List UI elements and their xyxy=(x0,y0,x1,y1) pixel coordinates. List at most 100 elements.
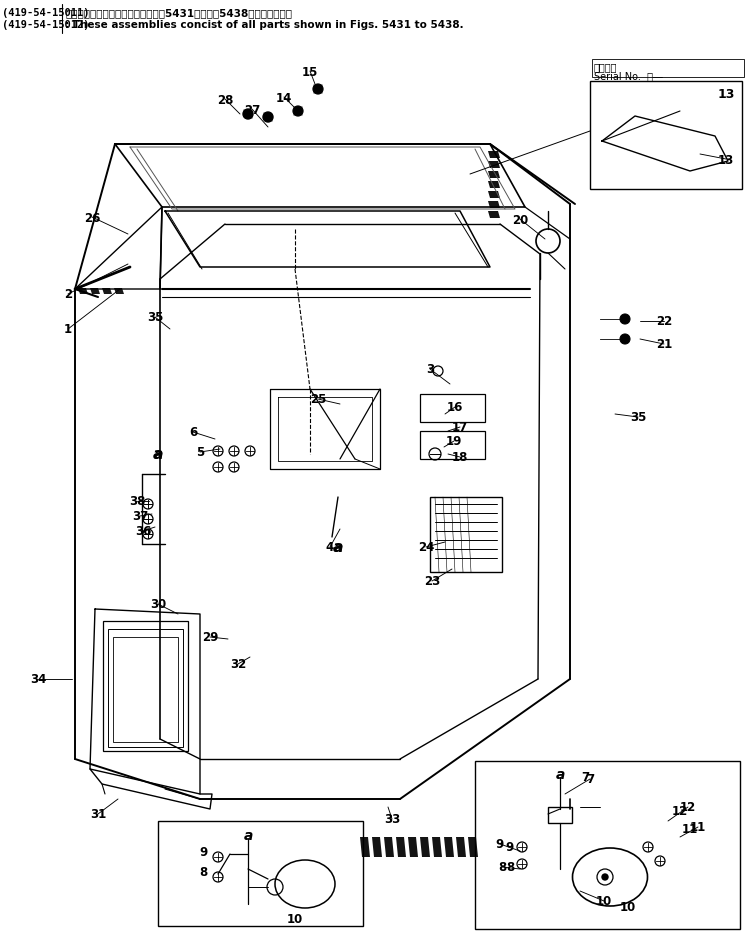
Text: (419-54-15012): (419-54-15012) xyxy=(2,20,89,30)
Text: 適用号機: 適用号機 xyxy=(594,62,617,72)
Text: 11: 11 xyxy=(690,821,706,834)
Text: 12: 12 xyxy=(672,805,688,818)
Bar xyxy=(592,60,744,78)
Bar xyxy=(158,821,363,926)
Text: a: a xyxy=(333,540,343,554)
Polygon shape xyxy=(444,837,454,857)
Text: 11: 11 xyxy=(682,823,698,836)
Polygon shape xyxy=(432,837,442,857)
Polygon shape xyxy=(488,152,500,159)
Text: 21: 21 xyxy=(656,338,672,351)
Text: 28: 28 xyxy=(217,94,233,107)
Polygon shape xyxy=(456,837,466,857)
Text: : These assemblies concist of all parts shown in Figs. 5431 to 5438.: : These assemblies concist of all parts … xyxy=(65,20,464,30)
Polygon shape xyxy=(420,837,430,857)
Text: 2: 2 xyxy=(64,288,72,301)
Polygon shape xyxy=(488,212,500,219)
Text: 38: 38 xyxy=(129,495,145,508)
Polygon shape xyxy=(384,837,394,857)
Bar xyxy=(113,637,178,742)
Polygon shape xyxy=(372,837,382,857)
Polygon shape xyxy=(90,288,100,295)
Text: 27: 27 xyxy=(244,103,260,116)
Text: 16: 16 xyxy=(447,401,463,414)
Text: 9: 9 xyxy=(199,845,207,858)
Polygon shape xyxy=(488,172,500,179)
Text: a: a xyxy=(555,768,565,782)
Bar xyxy=(430,497,502,573)
Text: 36: 36 xyxy=(135,525,151,538)
Text: 8: 8 xyxy=(199,866,207,879)
Circle shape xyxy=(313,85,323,95)
Circle shape xyxy=(243,110,253,120)
Bar xyxy=(548,807,572,823)
Text: 7: 7 xyxy=(586,773,594,785)
Polygon shape xyxy=(408,837,418,857)
Text: 23: 23 xyxy=(424,575,440,588)
Text: 31: 31 xyxy=(90,808,106,821)
Text: 1: 1 xyxy=(64,323,72,336)
Text: 32: 32 xyxy=(230,658,246,671)
Text: 8: 8 xyxy=(506,860,514,873)
Text: 4: 4 xyxy=(326,541,334,554)
Polygon shape xyxy=(468,837,478,857)
Text: 37: 37 xyxy=(132,510,148,523)
Text: これらのアセンブリの構成部品は第5431図から第5438図まで含みます: これらのアセンブリの構成部品は第5431図から第5438図まで含みます xyxy=(65,8,292,18)
Text: a: a xyxy=(153,447,162,461)
Polygon shape xyxy=(488,162,500,168)
Text: 35: 35 xyxy=(147,311,163,324)
Polygon shape xyxy=(488,202,500,209)
Text: a: a xyxy=(153,447,163,462)
Text: a: a xyxy=(333,540,343,555)
Text: 19: 19 xyxy=(446,435,462,448)
Bar xyxy=(420,431,485,460)
Polygon shape xyxy=(78,288,88,295)
Text: 29: 29 xyxy=(202,631,218,644)
Circle shape xyxy=(602,874,608,880)
Text: 10: 10 xyxy=(620,900,636,914)
Bar xyxy=(108,629,183,747)
Text: 25: 25 xyxy=(310,393,326,406)
Circle shape xyxy=(620,314,630,325)
Text: a: a xyxy=(244,828,253,842)
Polygon shape xyxy=(488,192,500,198)
Polygon shape xyxy=(102,288,112,295)
Text: 17: 17 xyxy=(452,421,468,434)
Bar xyxy=(590,82,742,190)
Text: 3: 3 xyxy=(426,363,434,376)
Polygon shape xyxy=(396,837,406,857)
Text: 22: 22 xyxy=(656,315,672,329)
Text: 30: 30 xyxy=(150,598,166,611)
Bar xyxy=(420,395,485,422)
Circle shape xyxy=(293,107,303,117)
Text: 33: 33 xyxy=(384,812,400,826)
Circle shape xyxy=(620,335,630,344)
Text: 10: 10 xyxy=(287,913,303,926)
Text: 8: 8 xyxy=(498,860,506,873)
Text: 26: 26 xyxy=(83,212,100,225)
Text: 13: 13 xyxy=(718,154,734,167)
Text: 12: 12 xyxy=(680,800,696,813)
Text: 24: 24 xyxy=(418,541,434,554)
Text: 35: 35 xyxy=(630,411,646,424)
Bar xyxy=(103,622,188,752)
Text: 15: 15 xyxy=(302,66,318,79)
Text: 7: 7 xyxy=(581,770,589,783)
Text: 5: 5 xyxy=(196,446,204,459)
Text: (419-54-15011): (419-54-15011) xyxy=(2,8,89,18)
Text: 20: 20 xyxy=(512,213,528,227)
Bar xyxy=(475,761,740,929)
Text: 34: 34 xyxy=(30,673,46,686)
Text: 18: 18 xyxy=(452,451,468,464)
Text: 9: 9 xyxy=(496,838,504,851)
Polygon shape xyxy=(114,288,124,295)
Circle shape xyxy=(263,113,273,123)
Text: 13: 13 xyxy=(717,87,735,100)
Text: Serial No.  ・―: Serial No. ・― xyxy=(594,71,663,80)
Text: 14: 14 xyxy=(276,92,293,105)
Text: 10: 10 xyxy=(596,895,612,908)
Text: 6: 6 xyxy=(189,426,197,439)
Polygon shape xyxy=(360,837,370,857)
Polygon shape xyxy=(488,182,500,189)
Text: 9: 9 xyxy=(506,841,514,854)
